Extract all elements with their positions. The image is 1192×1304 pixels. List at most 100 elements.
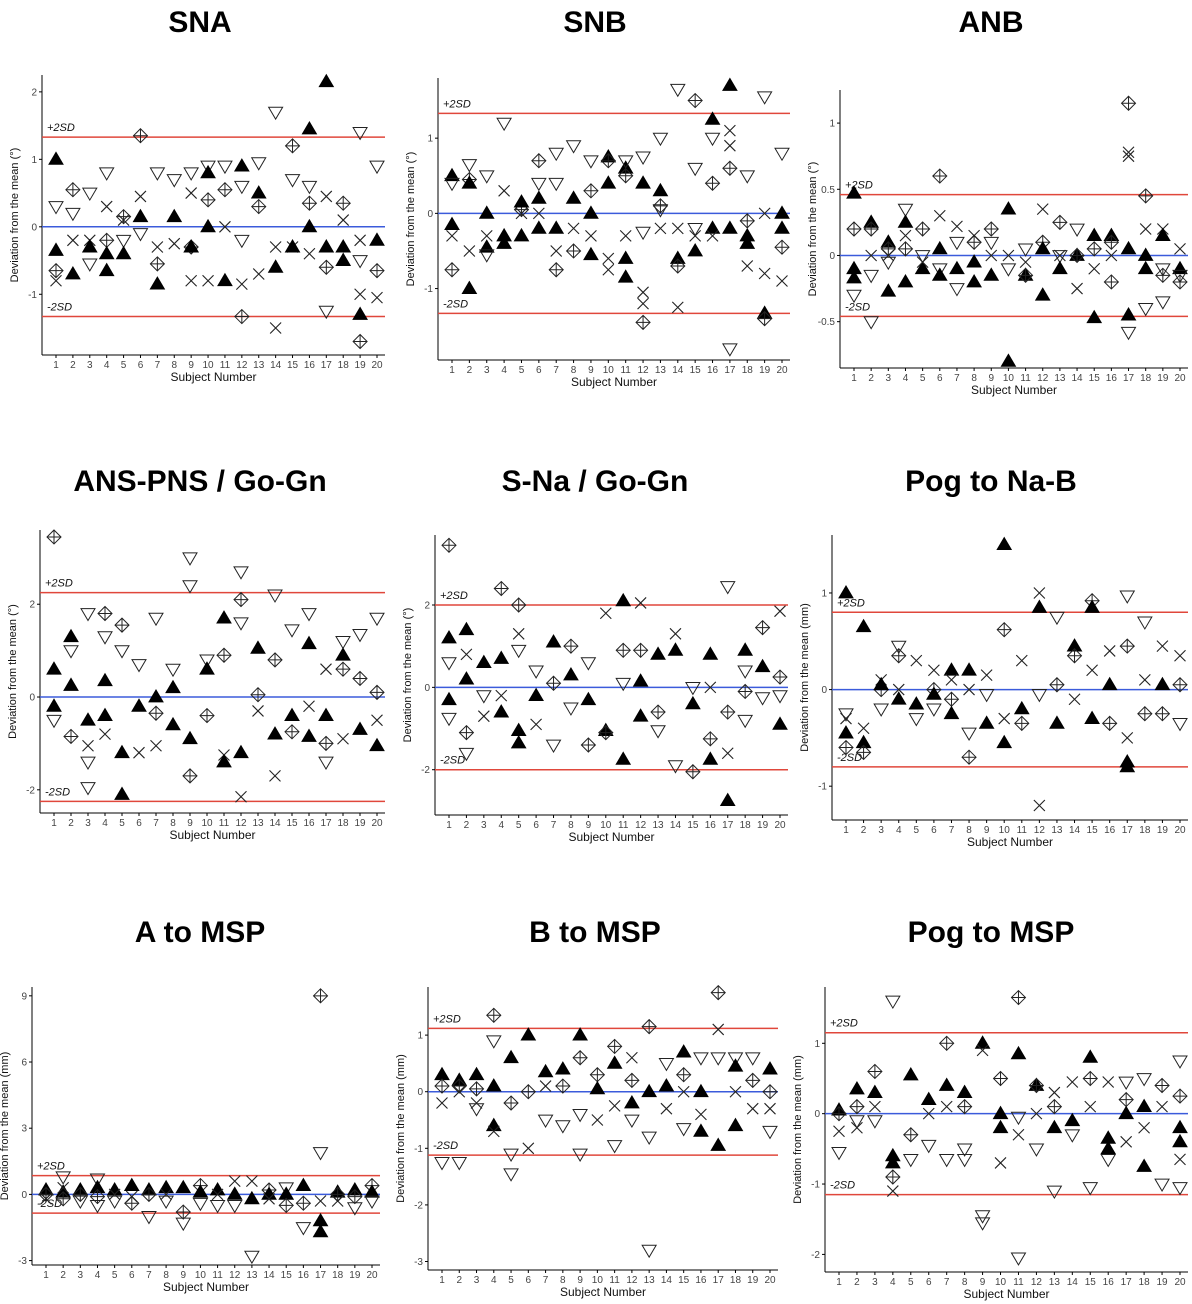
data-point-tri	[722, 77, 738, 91]
x-axis-label: Subject Number	[568, 830, 654, 844]
data-point-tri	[485, 1117, 502, 1132]
scatter-plot: 20-21 2 3 4 5 6 7 8 9 10 11 12 13 14 15 16 17 18 19 20+2SD-…	[7, 529, 385, 842]
x-tick-label: 7	[146, 1270, 152, 1281]
x-tick-label: 6	[138, 360, 144, 371]
x-tick-label: 9	[586, 820, 592, 831]
data-point-tri	[563, 667, 579, 681]
x-tick-label: 13	[644, 1275, 656, 1286]
data-point-inv	[352, 255, 368, 269]
data-point-tri	[615, 751, 632, 765]
data-point-tri	[554, 1061, 571, 1075]
data-point-inv	[485, 1035, 502, 1049]
x-tick-label: 3	[484, 365, 490, 376]
data-point-inv	[983, 236, 1000, 251]
data-point-tri	[545, 634, 562, 648]
data-point-inv	[687, 223, 704, 237]
scatter-plot: 10.50-0.51 2 3 4 5 6 7 8 9 10 11 12 13 14 15 16 17 18 19 20…	[807, 90, 1188, 397]
data-point-inv	[352, 126, 368, 141]
x-tick-label: 2	[70, 360, 76, 371]
data-point-tri	[301, 120, 318, 135]
data-point-dia	[318, 259, 335, 275]
data-point-x	[1174, 1153, 1186, 1166]
data-point-dia	[598, 724, 614, 741]
data-point-tri	[943, 705, 960, 720]
x-tick-label: 4	[501, 365, 507, 376]
data-point-inv	[141, 1211, 157, 1225]
data-point-inv	[1100, 1154, 1117, 1168]
y-tick-label: 1	[821, 588, 827, 599]
data-point-x	[671, 301, 684, 314]
data-point-tri	[369, 737, 385, 752]
x-tick-label: 4	[498, 820, 504, 831]
data-point-inv	[615, 677, 632, 692]
data-point-dia	[1069, 247, 1085, 264]
data-point-inv	[226, 1200, 243, 1214]
data-point-inv	[182, 580, 198, 594]
data-point-dia	[720, 704, 736, 720]
data-point-x	[591, 1114, 604, 1126]
minus-2sd-label: -2SD	[45, 786, 70, 798]
data-point-inv	[687, 162, 704, 177]
data-point-x	[1139, 223, 1152, 235]
data-point-tri	[996, 536, 1013, 551]
x-tick-label: 20	[371, 818, 383, 829]
data-point-tri	[589, 1080, 606, 1095]
x-tick-label: 9	[988, 373, 994, 384]
data-point-inv	[754, 692, 771, 706]
data-point-tri	[48, 242, 64, 256]
x-tick-label: 9	[180, 1270, 186, 1281]
y-tick-label: -2	[26, 785, 35, 796]
data-point-x	[857, 722, 870, 735]
data-point-x	[125, 1190, 138, 1203]
data-point-dia	[1103, 274, 1120, 290]
data-point-dia	[891, 648, 907, 664]
data-point-dia	[1137, 188, 1154, 204]
x-tick-label: 2	[456, 1275, 462, 1286]
chart-panel: A to MSP 9 6 3 0 -3 1 2 3 4 5 6 7 8 9 10 11 12 13 14 15 16 17 1…	[0, 910, 400, 1304]
x-tick-label: 12	[626, 1275, 638, 1286]
x-tick-label: 15	[678, 1275, 690, 1286]
x-tick-label: 14	[263, 1270, 275, 1281]
data-point-dia	[617, 168, 634, 184]
scatter-plot: 20-21 2 3 4 5 6 7 8 9 10 11 12 13 14 15 16 17 18 19 20+2SD-…	[402, 535, 788, 844]
y-tick-label: -1	[28, 290, 37, 301]
data-point-dia	[335, 195, 351, 211]
data-point-tri	[318, 707, 334, 721]
x-tick-label: 7	[944, 1277, 950, 1288]
x-tick-label: 4	[491, 1275, 497, 1286]
data-point-tri	[295, 1177, 312, 1191]
x-axis-label: Subject Number	[971, 383, 1057, 397]
data-point-tri	[914, 260, 931, 275]
data-point-x	[994, 1157, 1007, 1169]
data-point-tri	[902, 1066, 919, 1081]
data-point-tri	[580, 691, 597, 706]
data-point-tri	[838, 584, 854, 599]
data-point-inv	[880, 256, 897, 271]
data-point-x	[886, 1185, 899, 1197]
data-point-inv	[1137, 303, 1154, 317]
data-point-inv	[1052, 250, 1068, 264]
data-point-dia	[615, 642, 631, 659]
data-point-inv	[301, 180, 318, 195]
data-point-x	[133, 746, 145, 759]
data-point-dia	[72, 1186, 89, 1203]
data-point-inv	[301, 608, 317, 622]
data-point-inv	[669, 83, 686, 98]
data-point-tri	[48, 151, 64, 165]
data-point-inv	[131, 659, 147, 673]
data-point-dia	[132, 128, 149, 144]
data-point-x	[916, 256, 929, 268]
data-point-tri	[278, 1186, 295, 1200]
data-point-dia	[97, 605, 113, 622]
data-point-tri	[441, 691, 457, 706]
data-point-inv	[1046, 1185, 1063, 1200]
minus-2sd-label: -2SD	[443, 298, 468, 310]
data-point-inv	[961, 727, 977, 742]
data-point-dia	[48, 262, 64, 279]
data-point-dia	[992, 1070, 1009, 1087]
data-point-inv	[65, 207, 81, 222]
data-point-inv	[737, 714, 754, 729]
x-tick-label: 1	[51, 818, 57, 829]
chart-title: A to MSP	[134, 916, 266, 949]
data-point-dia	[756, 310, 773, 327]
